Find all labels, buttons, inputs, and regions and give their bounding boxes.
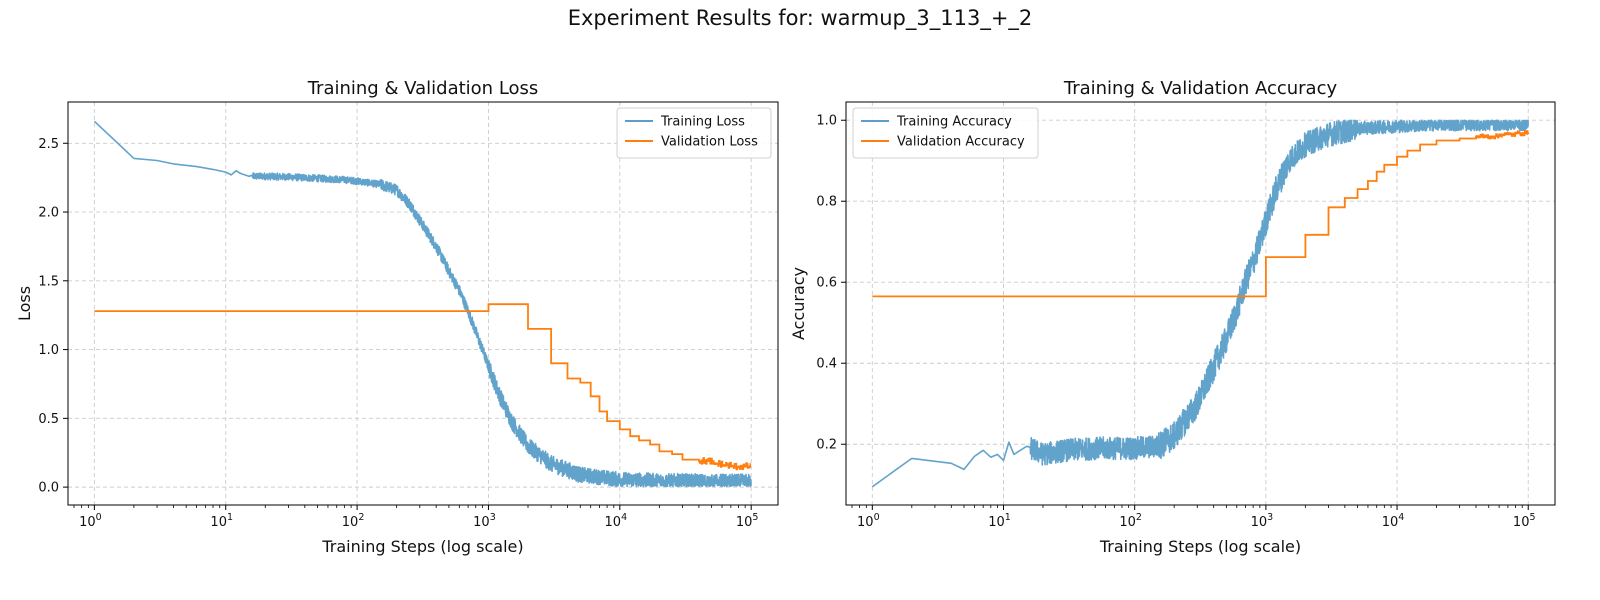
plot-frame [67,101,779,506]
y-tick-label: 1.0 [816,114,837,129]
series-validation-loss [94,303,752,468]
y-axis-label: Loss [15,286,34,321]
x-axis-label: Training Steps (log scale) [321,537,523,556]
chart-title: Training & Validation Loss [307,78,539,99]
legend-box [616,107,772,159]
legend: Training Loss Validation Loss [616,107,772,159]
y-tick-label: 1.5 [38,274,59,289]
x-tick-label: 103 [473,512,496,530]
y-tick-label: 0.2 [816,438,837,453]
y-tick-label: 0.5 [38,412,59,427]
series-training-accuracy [871,119,1529,488]
y-tick-label: 0.8 [816,195,837,210]
series-validation-accuracy [872,132,1530,298]
y-tick-label: 2.5 [38,137,59,152]
accuracy-chart: 100 101 102 103 104 105 0.2 0.4 0.6 0.8 1.0 Trainin… [789,78,1556,556]
x-tick-label: 102 [342,512,365,530]
y-tick-label: 0.4 [816,357,837,372]
legend-label-validation-loss: Validation Loss [661,135,758,150]
x-tick-label: 104 [605,512,628,530]
x-tick-label: 105 [1513,512,1536,530]
loss-chart: 100 101 102 103 104 105 0.0 0.5 1.0 1.5 2.0 2.5 Trai… [15,78,779,556]
legend: Training Accuracy Validation Accuracy [852,107,1039,159]
legend-box [852,107,1039,159]
x-tick-label: 105 [736,512,759,530]
y-axis-label: Accuracy [789,267,808,340]
chart-title: Training & Validation Accuracy [1063,78,1338,99]
y-tick-label: 1.0 [38,343,59,358]
plot-frame [845,101,1556,506]
series-noise-validation-loss [698,457,752,471]
x-axis-label: Training Steps (log scale) [1099,537,1301,556]
x-tick-label: 102 [1119,512,1142,530]
x-tick-label: 101 [988,512,1011,530]
y-tick-label: 2.0 [38,206,59,221]
legend-label-training-accuracy: Training Accuracy [896,115,1012,130]
legend-label-training-loss: Training Loss [660,115,745,130]
series-training-loss [93,120,752,488]
x-tick-label: 101 [210,512,233,530]
x-tick-label: 104 [1382,512,1405,530]
y-tick-label: 0.6 [816,276,837,291]
x-tick-label: 100 [79,512,102,530]
y-tick-label: 0.0 [38,481,59,496]
x-tick-label: 100 [857,512,880,530]
legend-label-validation-accuracy: Validation Accuracy [897,135,1025,150]
figure-suptitle: Experiment Results for: warmup_3_113_+_2 [567,6,1033,30]
x-tick-label: 103 [1251,512,1274,530]
series-group [871,119,1530,488]
series-group [93,120,752,488]
